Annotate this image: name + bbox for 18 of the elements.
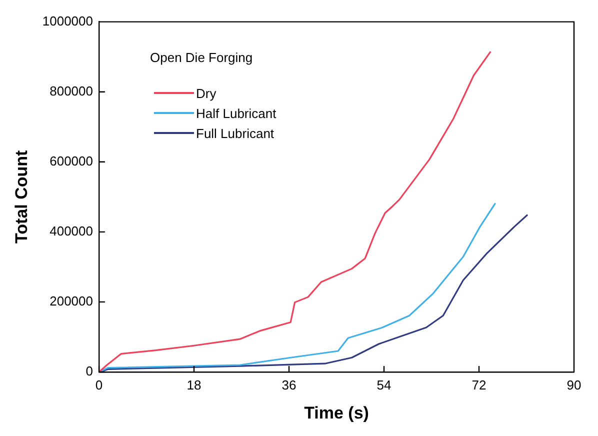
x-tick-label: 0 (95, 377, 103, 392)
y-tick-label: 200000 (50, 294, 94, 309)
legend-label: Half Lubricant (196, 106, 276, 120)
x-axis-title: Time (s) (304, 403, 369, 422)
y-tick-label: 800000 (50, 83, 94, 98)
y-tick-label: 400000 (50, 224, 94, 238)
x-tick-label: 90 (566, 377, 582, 392)
y-axis-title: Total Count (12, 150, 31, 244)
x-tick-label: 18 (186, 377, 202, 392)
y-tick-label: 600000 (50, 153, 94, 168)
x-tick-label: 54 (376, 377, 392, 392)
x-tick-label: 36 (282, 377, 296, 392)
legend-label: Dry (196, 86, 216, 100)
y-tick-label: 1000000 (42, 13, 94, 28)
x-tick-label: 72 (472, 377, 486, 392)
legend-label: Full Lubricant (196, 126, 274, 140)
legend-title: Open Die Forging (150, 50, 254, 65)
y-tick-label: 0 (86, 364, 94, 379)
